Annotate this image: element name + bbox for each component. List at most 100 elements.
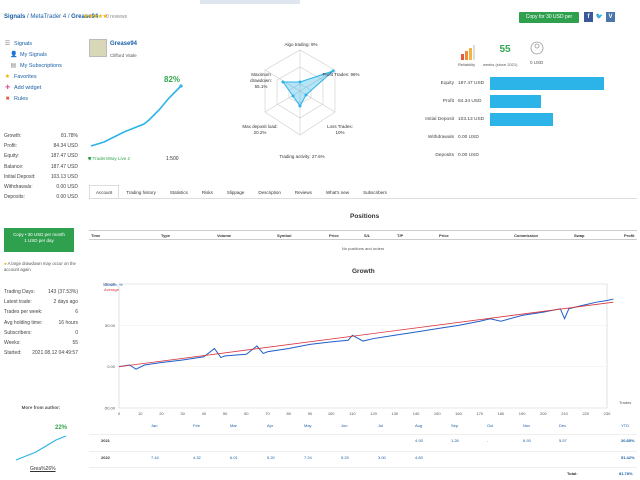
column-header[interactable]: Type [161, 233, 171, 238]
copy-signal-button[interactable]: Copy for 30 USD per month [519, 12, 579, 31]
stat-label: Subscribers: [4, 329, 32, 336]
column-header[interactable]: Price [329, 233, 339, 238]
star-icon: ★ [4, 74, 11, 80]
x-tick-label: 180 [498, 411, 505, 416]
month-value: 7.44 [151, 455, 159, 460]
tab-risks[interactable]: Risks [201, 190, 213, 195]
radar-point-algo [298, 80, 302, 84]
sidebar-item-subscriptions[interactable]: ▤ My Subscriptions [4, 60, 84, 71]
metric-value: 103.13 USD [458, 117, 485, 122]
breadcrumb-metatrader[interactable]: MetaTrader 4 [30, 14, 67, 20]
reliability-label: Reliability [458, 62, 476, 67]
stat-value: 0.00 USD [56, 184, 78, 191]
stat-row: Initial Deposit: 103.13 USD [4, 172, 78, 182]
month-header: Nov [523, 423, 531, 428]
shield-icon: ⛊ [88, 156, 92, 161]
monthly-row: 2022 7.44 4.32 6.01 5.20 7.24 5.29 3.00 4.83 51.4… [89, 451, 637, 466]
sidebar-item-signals[interactable]: ☰ Signals [4, 38, 84, 49]
y-tick-label: 100.00 [103, 282, 116, 287]
copy-price-label: Copy • 30 USD per month [13, 232, 65, 237]
radar-label-profit: Profit Trades: 96% [322, 72, 360, 77]
stat-row: Profit: 84.34 USD [4, 141, 78, 151]
sidebar-item-label: My Subscriptions [20, 62, 62, 69]
reviews-count[interactable]: 0 reviews [106, 14, 128, 20]
top-banner [200, 0, 300, 4]
owner-name[interactable]: Clifford Vitale [110, 53, 137, 58]
signal-name[interactable]: Grease94 [110, 41, 138, 47]
stat-value: 6 [75, 309, 78, 316]
tab-subscribers[interactable]: Subscribers [363, 190, 387, 195]
sidebar-item-rules[interactable]: ■ Rules [4, 93, 84, 104]
radar-point-activity [298, 104, 302, 108]
y-tick-label: 0.00 [107, 364, 116, 369]
sidebar-copy-button[interactable]: Copy • 30 USD per month 1 USD per day [4, 228, 74, 252]
widget-icon: ✚ [4, 85, 11, 91]
breadcrumb-signals[interactable]: Signals [4, 14, 26, 20]
month-header: Jan [151, 423, 158, 428]
x-tick-label: 200 [540, 411, 547, 416]
metric-bar [490, 95, 542, 108]
stat-label: Latest trade: [4, 299, 32, 306]
monthly-row: 2021 4.93 1.26 - 6.93 5.57 20.85% [89, 434, 637, 449]
x-tick-label: 110 [349, 411, 356, 416]
vk-icon[interactable]: V [606, 12, 615, 22]
column-header[interactable]: Profit [624, 233, 635, 238]
total-row: Total: 81.78% [89, 467, 637, 479]
sidebar-item-add-widget[interactable]: ✚ Add widget [4, 82, 84, 93]
x-tick-label: 100 [328, 411, 335, 416]
growth-title: Growth [352, 268, 375, 275]
facebook-icon[interactable]: f [584, 12, 593, 22]
x-tick-label: 40 [202, 411, 207, 416]
rating-stars[interactable]: ★★★★★ [83, 14, 108, 20]
copy-daily-label: 1 USD per day [24, 238, 54, 243]
author-growth-chart[interactable] [14, 420, 70, 465]
sidebar-item-my-signals[interactable]: 👤 My Signals [4, 49, 84, 60]
stat-row: Latest trade: 2 days ago [4, 297, 78, 307]
stat-label: Deposits: [4, 194, 25, 201]
column-header[interactable]: S/L [364, 233, 371, 238]
x-tick-label: 30 [180, 411, 185, 416]
column-header[interactable]: Time [91, 233, 101, 238]
column-header[interactable]: Volume [217, 233, 232, 238]
twitter-icon[interactable]: 🐦 [595, 12, 604, 22]
avatar [89, 39, 107, 57]
tab-bar: Account Trading history Statistics Risks Sli… [89, 185, 394, 199]
x-tick-label: 10 [138, 411, 143, 416]
stat-label: Trading Days: [4, 289, 35, 296]
tab-description[interactable]: Description [258, 190, 281, 195]
tab-slippage[interactable]: Slippage [226, 190, 245, 195]
x-tick-label: 120 [370, 411, 377, 416]
column-header[interactable]: Symbol [277, 233, 292, 238]
month-header: Mar [230, 423, 237, 428]
stat-value: 187.47 USD [50, 163, 78, 170]
sidebar-item-label: Favorites [14, 73, 37, 80]
tab-statistics[interactable]: Statistics [169, 190, 188, 195]
account-stats: Growth: 81.78% Profit: 84.34 USD Equity: 187.… [4, 131, 78, 202]
column-header[interactable]: Price [439, 233, 449, 238]
month-header: Jun [341, 423, 348, 428]
column-header[interactable]: T/P [397, 233, 404, 238]
growth-chart[interactable]: -50.00 0.00 50.00 100.00 0 10 20 30 40 50 60 70 80 90… [89, 278, 637, 418]
tab-trading-history[interactable]: Trading history [126, 190, 156, 195]
author-signal-link[interactable]: Grea%26% [30, 466, 56, 472]
tab-reviews[interactable]: Reviews [294, 190, 312, 195]
more-from-author-title: More from author: [21, 405, 61, 410]
stat-label: Profit: [4, 143, 18, 150]
sidebar-item-favorites[interactable]: ★ Favorites [4, 71, 84, 82]
stat-row: Balance: 187.47 USD [4, 162, 78, 172]
positions-table-header: Time Type Volume Symbol Price S/L T/P Price Comm… [89, 230, 637, 240]
column-header[interactable]: Swap [574, 233, 585, 238]
stat-label: Equity: [4, 153, 20, 160]
radar-point-drawdown [281, 80, 285, 84]
sidebar-nav: ☰ Signals 👤 My Signals ▤ My Subscriptions ★… [4, 38, 84, 104]
sidebar-item-label: Add widget [14, 84, 42, 91]
metric-label: Withdrawals [427, 135, 454, 140]
month-value: 4.83 [415, 455, 423, 460]
column-header[interactable]: Commission [514, 233, 539, 238]
broker-name[interactable]: ⛊ TradersWay Live 2 [88, 156, 130, 161]
legend-growth: Growth, % [104, 282, 123, 287]
tab-what-s-new[interactable]: What's new [325, 190, 350, 195]
tab-account[interactable]: Account [89, 185, 120, 199]
month-header: Dec [559, 423, 567, 428]
x-tick-label: 70 [265, 411, 270, 416]
